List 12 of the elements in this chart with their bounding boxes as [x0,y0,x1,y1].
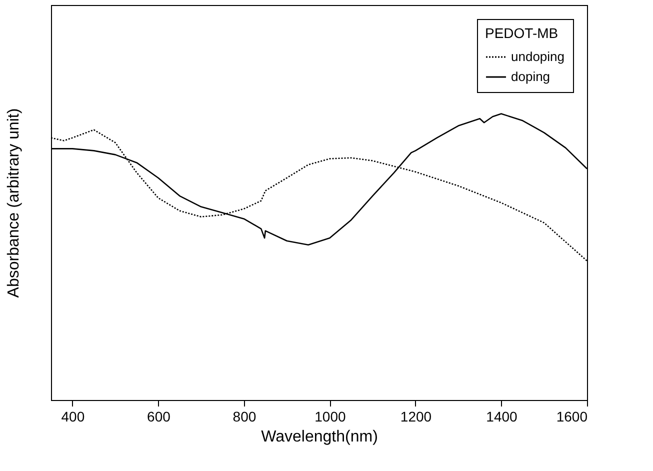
legend-title: PEDOT-MB [485,25,558,41]
x-tick-label: 1600 [556,408,588,424]
x-tick-label: 1000 [314,408,346,424]
legend-label: undoping [511,49,564,64]
y-axis-title: Absorbance (arbitrary unit) [6,108,22,298]
x-tick-label: 600 [147,408,171,424]
x-tick-label: 1200 [400,408,432,424]
x-tick-label: 1400 [486,408,518,424]
x-axis-title: Wavelength(nm) [261,428,378,446]
legend-label: doping [511,69,550,84]
x-tick-label: 400 [61,408,85,424]
x-tick-label: 800 [232,408,256,424]
